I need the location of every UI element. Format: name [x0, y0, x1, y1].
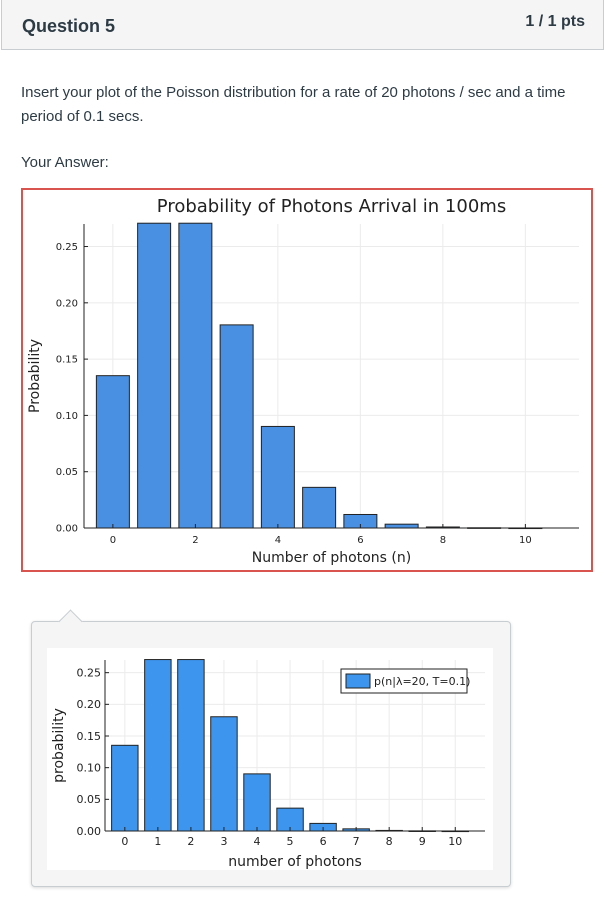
bar — [210, 716, 238, 832]
legend-swatch — [345, 673, 371, 689]
y-tick-label: 0.10 — [77, 762, 102, 775]
question-text: Insert your plot of the Poisson distribu… — [21, 84, 566, 125]
question-title: Question 5 — [22, 16, 116, 36]
x-tick-label: 9 — [419, 835, 426, 848]
bar — [144, 659, 172, 832]
bar — [177, 659, 205, 832]
x-tick-label: 0 — [110, 535, 116, 546]
bar — [384, 523, 419, 529]
y-tick-label: 0.20 — [56, 298, 78, 309]
question-header: Question 5 1 / 1 pts — [1, 0, 604, 50]
x-axis-label: number of photons — [228, 854, 362, 870]
y-tick-label: 0.25 — [77, 667, 102, 680]
bar — [260, 425, 295, 529]
question-points: 1 / 1 pts — [525, 13, 585, 30]
bar — [111, 744, 139, 832]
x-axis-label: Number of photons (n) — [252, 550, 411, 566]
x-tick-label: 6 — [320, 835, 327, 848]
bar — [137, 222, 172, 529]
y-tick-label: 0.15 — [77, 730, 102, 743]
bar — [178, 222, 213, 529]
y-tick-label: 0.15 — [56, 355, 78, 366]
x-tick-label: 8 — [440, 535, 446, 546]
bar — [95, 375, 130, 529]
x-tick-label: 10 — [519, 535, 532, 546]
y-tick-label: 0.05 — [77, 793, 102, 806]
bar — [302, 486, 337, 529]
y-axis-label: probability — [51, 708, 67, 783]
x-tick-label: 3 — [220, 835, 227, 848]
x-tick-label: 7 — [353, 835, 360, 848]
y-tick-label: 0.00 — [77, 825, 102, 838]
x-tick-label: 10 — [448, 835, 462, 848]
legend-label: p(n|λ=20, T=0.1) — [374, 675, 470, 688]
x-tick-label: 4 — [275, 535, 281, 546]
bar — [219, 324, 254, 529]
y-axis-label: Probability — [27, 339, 43, 413]
y-tick-label: 0.25 — [56, 242, 78, 253]
x-tick-label: 6 — [357, 535, 363, 546]
x-tick-label: 1 — [154, 835, 161, 848]
x-tick-label: 2 — [192, 535, 198, 546]
answer-chart-image: 0 2 4 6 8 10 0.00 0.05 0.10 0.15 0.20 0.25 Probabili… — [21, 188, 593, 572]
x-tick-label: 8 — [386, 835, 393, 848]
y-tick-label: 0.20 — [77, 698, 102, 711]
y-tick-label: 0.05 — [56, 467, 78, 478]
x-tick-label: 4 — [254, 835, 261, 848]
bar — [243, 773, 271, 832]
reference-chart: 0 1 2 3 4 5 6 7 8 9 10 0.00 0.05 0.10 0.15 0.20 0.25 numb… — [51, 659, 485, 870]
answer-chart: 0 2 4 6 8 10 0.00 0.05 0.10 0.15 0.20 0.25 Probabili… — [27, 196, 579, 566]
x-tick-label: 2 — [187, 835, 194, 848]
x-tick-label: 5 — [287, 835, 294, 848]
chart-title: Probability of Photons Arrival in 100ms — [157, 196, 506, 217]
y-tick-label: 0.10 — [56, 411, 78, 422]
reference-chart-image: 0 1 2 3 4 5 6 7 8 9 10 0.00 0.05 0.10 0.15 0.20 0.25 numb… — [47, 648, 493, 870]
x-tick-label: 0 — [121, 835, 128, 848]
y-tick-label: 0.00 — [56, 524, 78, 535]
answer-label: Your Answer: — [21, 154, 109, 171]
